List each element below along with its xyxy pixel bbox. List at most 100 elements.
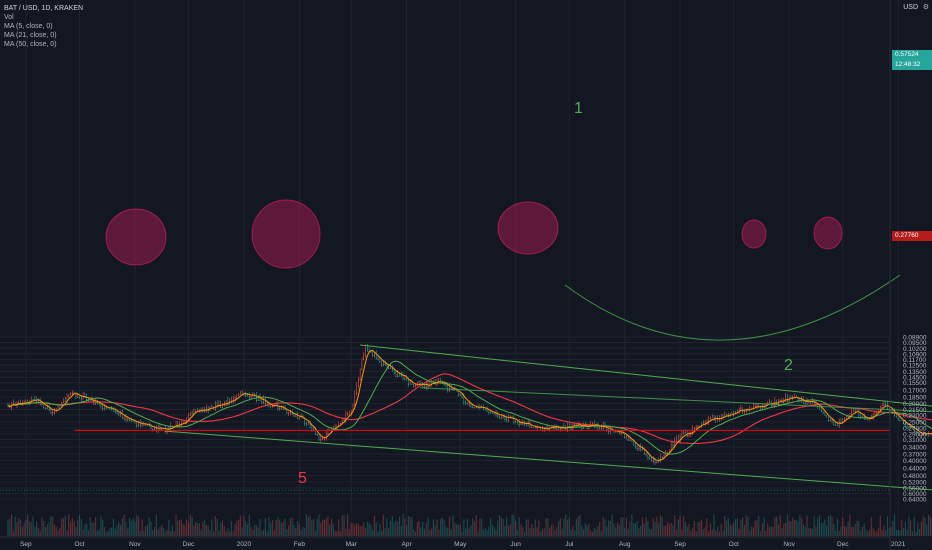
volume-bar [532,527,535,536]
price-axis[interactable]: 0.640000.600000.560000.520000.480000.440… [889,0,927,550]
volume-bar [198,523,200,536]
volume-bar [851,526,853,536]
volume-bar [684,522,687,536]
volume-bar [557,521,560,536]
highlight-circle [105,208,167,266]
volume-bar [840,526,842,536]
candle [286,413,288,414]
time-tick-label: Sep [20,541,32,548]
candle [625,437,628,438]
volume-bar [491,524,494,536]
volume-bar [650,529,653,536]
volume-bar [391,516,393,536]
volume-bar [495,529,497,536]
candle [246,395,249,396]
candle [777,403,780,404]
volume-bar [758,516,760,536]
candle [127,419,129,421]
candle [279,408,281,409]
volume-bar [30,521,32,536]
candle [743,411,746,412]
volume-bar [693,520,695,536]
candle [41,403,43,405]
candle [590,426,592,428]
volume-bar [652,517,654,536]
volume-bar [273,530,275,536]
volume-bar [531,523,533,536]
candle [277,408,279,409]
volume-bar [352,522,354,536]
candle [649,458,651,460]
candle [833,424,835,425]
volume-bar [620,517,622,536]
time-tick-label: Sep [674,541,686,548]
volume-bar [704,527,706,536]
time-tick-label: Oct [729,541,739,548]
volume-bar [541,528,544,536]
volume-bar [425,523,427,536]
candle [448,389,451,391]
volume-bar [484,528,486,536]
candle [32,399,34,400]
volume-bar [563,518,565,536]
candle [615,431,617,433]
volume-bar [372,530,374,536]
volume-bar [339,531,342,536]
candle [783,402,785,403]
candle [640,449,642,451]
volume-bar [858,521,860,536]
volume-bar [341,515,343,536]
volume-bar [865,529,867,536]
candle [296,417,299,419]
volume-bar [870,517,872,536]
volume-bar [784,522,787,536]
candle [397,376,399,377]
legend-ma-21[interactable]: MA (21, close, 0) [4,32,57,39]
volume-bar [137,516,140,536]
candle [391,368,393,370]
volume-bar [441,517,443,536]
legend-volume[interactable]: Vol [4,14,14,21]
candle [582,428,585,429]
volume-bar [636,520,638,536]
candle [852,411,855,412]
time-tick-label: Dec [837,541,849,548]
volume-bar [243,515,245,536]
candle [618,433,620,434]
candle [452,389,454,391]
price-tick-label: 0.60000 [903,491,927,498]
candle [715,419,717,421]
volume-bar [640,525,642,536]
volume-bar [239,515,241,536]
volume-bar [39,531,41,536]
symbol-title[interactable]: BAT / USD, 1D, KRAKEN [4,5,84,12]
volume-bar [7,519,9,536]
volume-bar [207,525,209,536]
volume-bar [759,531,762,536]
time-tick-label: 2021 [891,541,906,548]
volume-bar [765,530,767,536]
time-axis[interactable]: Sep Oct Nov Dec 2020 Feb Mar Apr May Jun Jul Aug Sep… [0,536,932,548]
volume-bar [847,521,849,536]
candle [414,385,417,387]
candle [241,393,243,395]
gear-icon[interactable]: ⚙ [922,4,929,11]
candle [459,394,461,396]
candle [393,373,395,374]
candle [463,401,465,403]
candle [520,424,522,425]
legend-ma-5[interactable]: MA (5, close, 0) [4,23,53,30]
currency-label[interactable]: USD [903,4,918,11]
volume-bar [296,521,299,536]
candle [305,423,308,425]
legend-ma-50[interactable]: MA (50, close, 0) [4,41,57,48]
volume-bar [793,520,796,536]
volume-bar [195,521,197,536]
volume-bar [248,514,250,536]
candle [239,393,241,395]
volume-bar [885,530,887,536]
volume-bar [549,528,551,536]
candle [382,364,384,366]
candle [675,440,678,441]
